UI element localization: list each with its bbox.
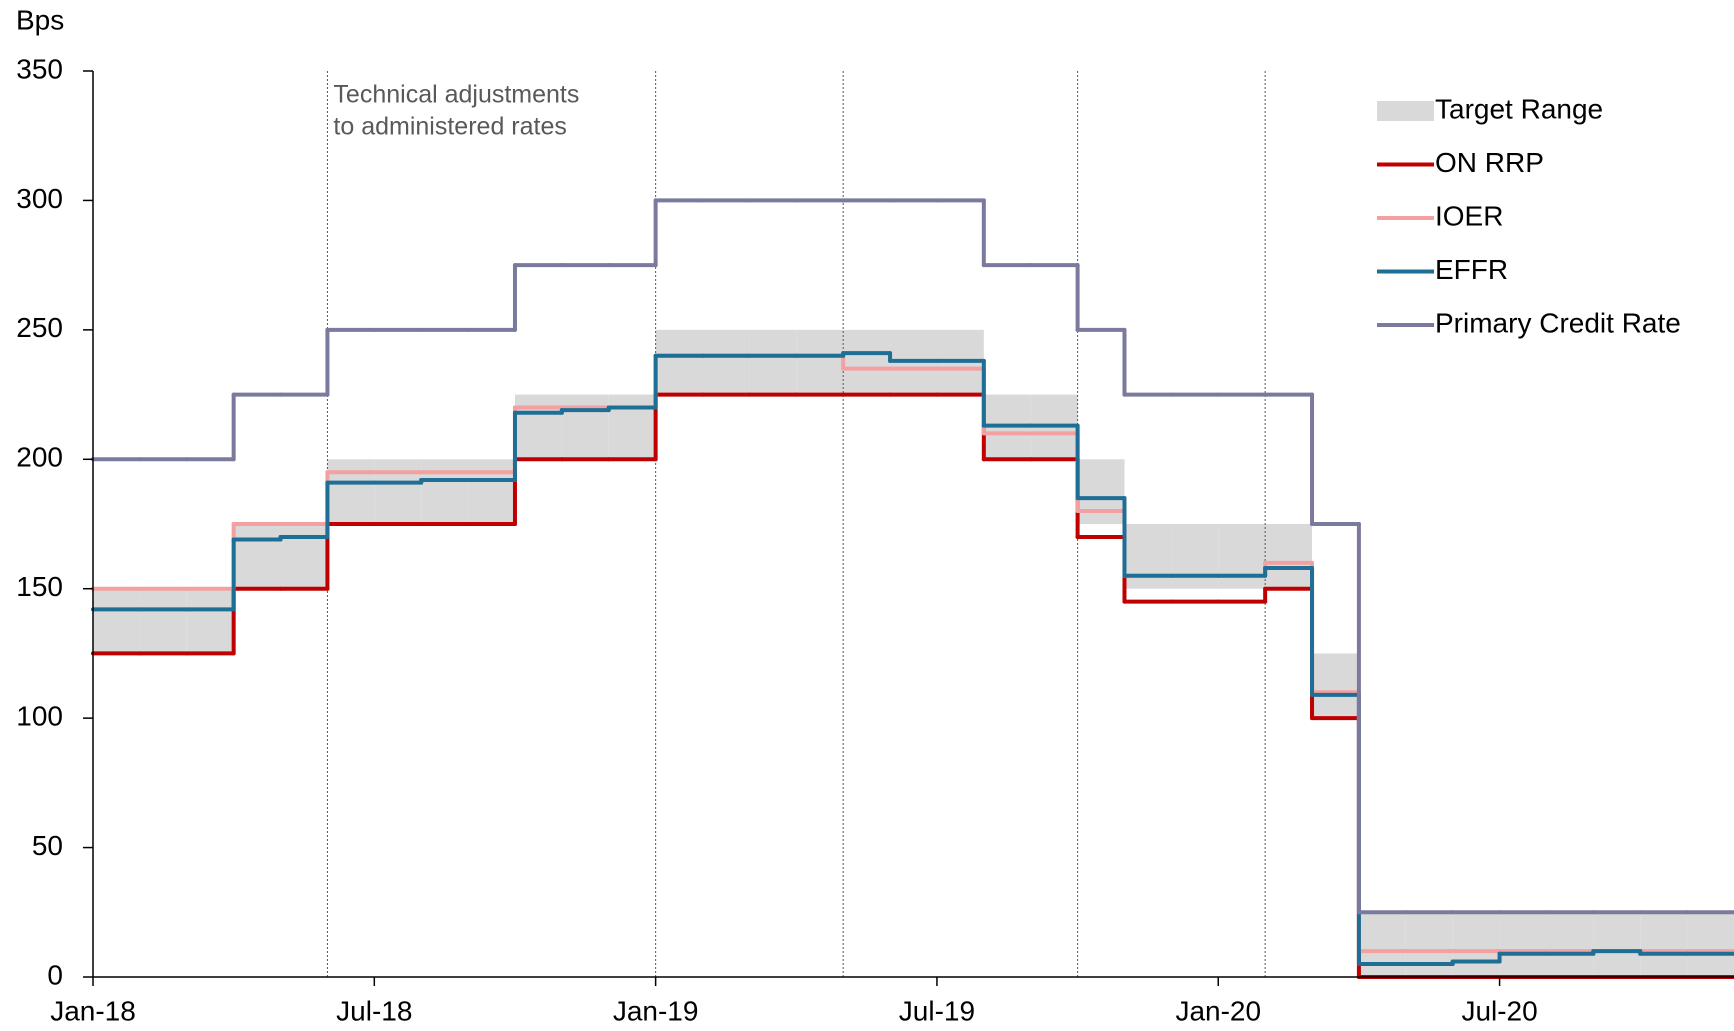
annotation-text: Technical adjustments (333, 81, 579, 109)
y-tick-label: 350 (16, 53, 63, 84)
range-band (1124, 524, 1172, 589)
legend-label: IOER (1435, 200, 1503, 231)
range-band (1499, 912, 1547, 977)
range-band (608, 394, 656, 460)
range-band (139, 588, 187, 654)
target-range (93, 329, 1734, 977)
range-band (1171, 524, 1219, 589)
annotation-text: to administered rates (333, 113, 566, 141)
range-band (1358, 912, 1406, 977)
range-band (280, 524, 328, 589)
y-tick-label: 200 (16, 442, 63, 473)
range-band (1077, 459, 1125, 524)
y-tick-label: 250 (16, 312, 63, 343)
legend-label: Target Range (1435, 93, 1603, 124)
range-band (702, 329, 750, 395)
x-tick-label: Jul-20 (1461, 995, 1537, 1026)
range-band (1265, 524, 1313, 589)
range-band (843, 329, 891, 395)
range-band (93, 588, 140, 654)
x-tick-label: Jan-20 (1175, 995, 1261, 1026)
range-band (749, 329, 797, 395)
range-band (655, 329, 703, 395)
series-line (91, 198, 1734, 915)
range-band (233, 524, 281, 589)
range-band (1546, 912, 1594, 977)
range-band (1405, 912, 1453, 977)
series-line (91, 351, 1734, 967)
y-tick-label: 150 (16, 571, 63, 602)
x-tick-label: Jul-18 (336, 995, 412, 1026)
x-tick-label: Jul-19 (899, 995, 975, 1026)
legend-label: Primary Credit Rate (1435, 307, 1681, 338)
y-tick-label: 100 (16, 701, 63, 732)
range-band (468, 459, 515, 524)
range-band (186, 588, 234, 654)
y-tick-label: 0 (47, 959, 63, 990)
series-line (91, 353, 1734, 954)
range-band (796, 329, 844, 395)
range-band (1312, 653, 1359, 719)
range-band (374, 459, 422, 524)
range-band (514, 394, 562, 460)
range-band (327, 459, 375, 524)
range-band (421, 459, 469, 524)
range-band (1218, 524, 1266, 589)
y-axis-label: Bps (16, 4, 64, 35)
range-band (1640, 912, 1688, 977)
y-tick-label: 300 (16, 183, 63, 214)
x-tick-label: Jan-19 (613, 995, 699, 1026)
range-band (1687, 912, 1734, 977)
legend-label: ON RRP (1435, 147, 1544, 178)
x-tick-label: Jan-18 (50, 995, 136, 1026)
range-band (561, 394, 609, 460)
legend-swatch (1377, 101, 1434, 121)
legend-label: EFFR (1435, 254, 1508, 285)
y-tick-label: 50 (32, 830, 63, 861)
range-band (1452, 912, 1500, 977)
range-band (1593, 912, 1641, 977)
